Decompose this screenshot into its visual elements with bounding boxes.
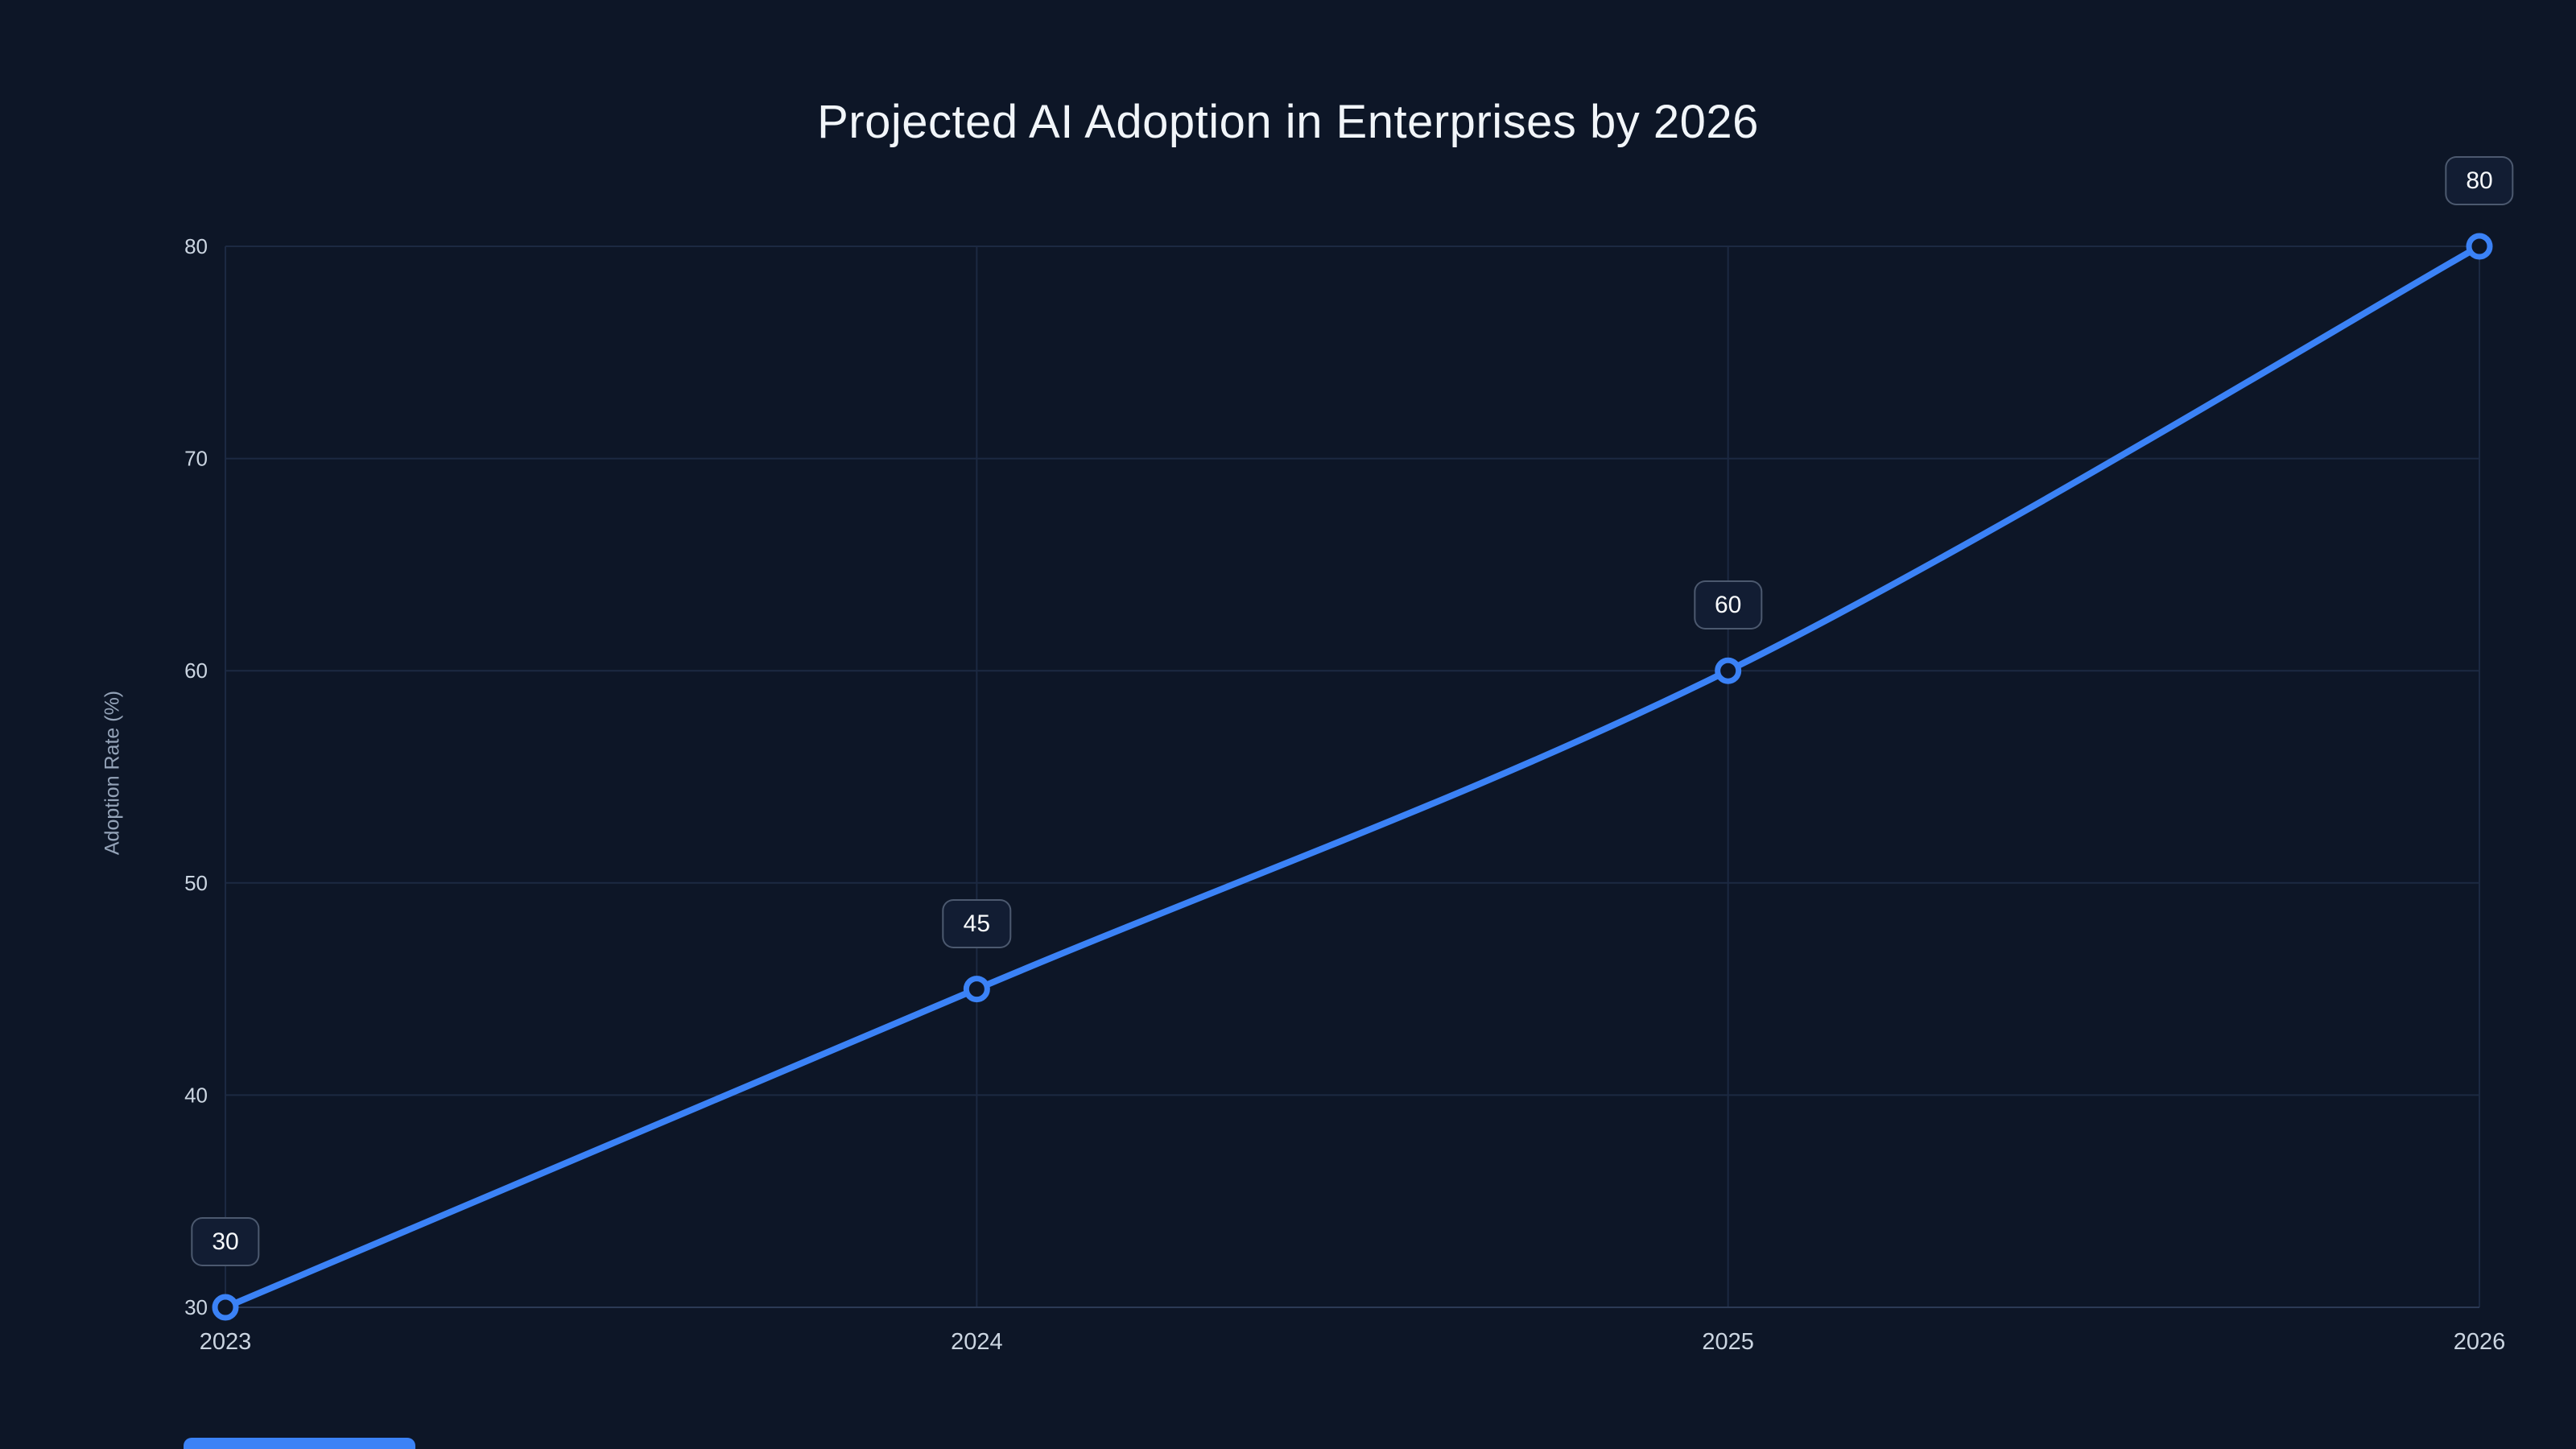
point-value-label: 60 — [1693, 580, 1763, 630]
bottom-accent-bar — [184, 1438, 415, 1449]
point-value-label: 45 — [942, 898, 1012, 948]
data-point[interactable] — [2466, 233, 2493, 260]
y-tick-label: 60 — [184, 658, 208, 683]
data-point[interactable] — [1715, 657, 1742, 684]
x-tick-label: 2024 — [951, 1329, 1003, 1355]
y-tick-label: 70 — [184, 447, 208, 471]
point-value-label: 30 — [191, 1217, 260, 1266]
x-tick-label: 2026 — [2454, 1329, 2506, 1355]
y-tick-label: 40 — [184, 1083, 208, 1107]
series-line — [222, 243, 2483, 1311]
y-tick-label: 50 — [184, 871, 208, 895]
y-tick-label: 80 — [184, 234, 208, 258]
y-tick-label: 30 — [184, 1295, 208, 1319]
x-tick-label: 2023 — [200, 1329, 252, 1355]
chart-title: Projected AI Adoption in Enterprises by … — [817, 96, 1759, 148]
data-point[interactable] — [963, 976, 990, 1003]
point-value-label: 80 — [2445, 156, 2514, 205]
x-tick-label: 2025 — [1702, 1329, 1754, 1355]
data-point[interactable] — [212, 1294, 239, 1321]
